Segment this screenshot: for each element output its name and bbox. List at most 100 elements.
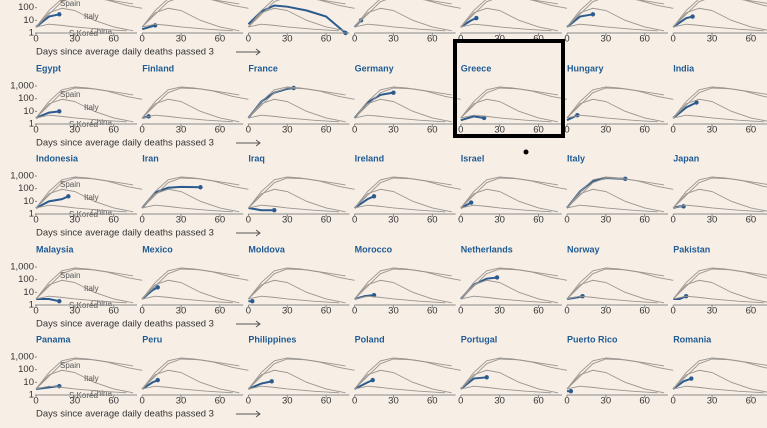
y-tick-label: 1,000 xyxy=(10,352,34,363)
reference-line xyxy=(142,295,233,304)
reference-line xyxy=(354,204,446,213)
country-line xyxy=(354,195,375,209)
x-tick-label: 60 xyxy=(427,125,438,136)
x-tick-label: 60 xyxy=(427,396,438,407)
reference-line xyxy=(460,7,559,32)
reference-line xyxy=(142,204,233,213)
panel-title: Netherlands xyxy=(461,244,513,254)
x-tick-label: 30 xyxy=(282,396,293,407)
x-tick-label: 30 xyxy=(494,125,505,136)
x-tick-label: 30 xyxy=(494,306,505,317)
x-tick-label: 30 xyxy=(601,125,612,136)
reference-line xyxy=(141,279,240,304)
panel-title: Ireland xyxy=(355,153,385,163)
x-tick-label: 30 xyxy=(601,396,612,407)
reference-line xyxy=(566,188,665,213)
reference-label: S Korea xyxy=(69,301,98,310)
x-tick-label: 0 xyxy=(564,396,569,407)
x-tick-label: 0 xyxy=(140,396,145,407)
x-tick-label: 60 xyxy=(746,215,757,226)
country-line xyxy=(460,17,477,28)
panel-title: Norway xyxy=(567,244,600,254)
reference-line xyxy=(35,177,134,209)
reference-line xyxy=(672,369,767,393)
x-tick-label: 60 xyxy=(427,215,438,226)
reference-label: Italy xyxy=(84,12,99,21)
country-line xyxy=(248,380,272,390)
x-tick-label: 30 xyxy=(70,34,81,45)
reference-line xyxy=(566,369,665,394)
reference-line xyxy=(248,0,355,28)
reference-line xyxy=(354,176,461,209)
panel-title: Egypt xyxy=(36,63,61,73)
reference-line xyxy=(354,357,461,390)
x-tick-label: 60 xyxy=(533,306,544,317)
reference-line xyxy=(460,268,558,300)
highlight-box xyxy=(453,39,565,138)
country-line xyxy=(566,13,594,28)
x-tick-label: 0 xyxy=(352,306,357,317)
reference-line xyxy=(673,23,764,32)
x-tick-label: 0 xyxy=(352,396,357,407)
reference-label: China xyxy=(91,118,112,127)
reference-line xyxy=(354,268,452,300)
reference-line xyxy=(141,0,240,28)
country-line xyxy=(247,4,347,34)
x-tick-label: 0 xyxy=(33,125,38,136)
reference-line xyxy=(460,87,558,119)
x-tick-label: 60 xyxy=(108,34,119,45)
country-line xyxy=(672,377,692,390)
reference-line xyxy=(566,7,665,32)
reference-line xyxy=(566,357,674,390)
x-tick-label: 60 xyxy=(321,34,332,45)
reference-label: China xyxy=(91,208,112,217)
x-tick-label: 30 xyxy=(176,125,187,136)
reference-line xyxy=(566,295,658,304)
panel-title: Philippines xyxy=(248,334,296,344)
x-tick-label: 0 xyxy=(458,215,463,226)
reference-line xyxy=(460,23,552,32)
reference-line xyxy=(566,23,658,32)
reference-line xyxy=(142,114,233,123)
x-tick-label: 30 xyxy=(388,396,399,407)
reference-line xyxy=(460,385,552,394)
x-tick-label: 60 xyxy=(108,215,119,226)
y-tick-label: 1,000 xyxy=(10,262,34,273)
y-tick-label: 1,000 xyxy=(10,171,34,182)
panel-title: Indonesia xyxy=(36,153,79,163)
reference-line xyxy=(566,385,658,394)
reference-line xyxy=(248,176,355,209)
country-line xyxy=(673,295,687,300)
panel-title: Romania xyxy=(673,334,712,344)
x-axis-label: Days since average daily deaths passed 3 xyxy=(36,409,214,420)
x-axis-label: Days since average daily deaths passed 3 xyxy=(36,138,214,149)
reference-label: Italy xyxy=(84,374,99,383)
reference-label: Italy xyxy=(84,193,99,202)
x-tick-label: 0 xyxy=(33,215,38,226)
axis-arrow xyxy=(236,410,261,418)
reference-line xyxy=(460,86,568,119)
country-line xyxy=(460,115,485,122)
x-tick-label: 30 xyxy=(707,215,718,226)
x-tick-label: 0 xyxy=(33,34,38,45)
reference-line xyxy=(141,268,240,300)
x-tick-label: 60 xyxy=(639,215,650,226)
x-tick-label: 60 xyxy=(746,125,757,136)
reference-line xyxy=(248,87,346,119)
country-line xyxy=(248,206,275,212)
x-tick-label: 60 xyxy=(639,125,650,136)
reference-line xyxy=(460,369,559,394)
reference-line xyxy=(354,267,461,300)
reference-line xyxy=(141,177,240,209)
country-line xyxy=(672,15,693,28)
reference-line xyxy=(141,188,240,213)
reference-line xyxy=(672,279,767,303)
x-tick-label: 60 xyxy=(108,306,119,317)
x-tick-label: 60 xyxy=(215,34,226,45)
x-tick-label: 0 xyxy=(246,34,251,45)
reference-line xyxy=(566,177,665,209)
y-tick-label: 10 xyxy=(23,287,34,298)
x-tick-label: 0 xyxy=(564,215,569,226)
y-tick-label: 10 xyxy=(23,377,34,388)
reference-label: Spain xyxy=(60,361,80,370)
